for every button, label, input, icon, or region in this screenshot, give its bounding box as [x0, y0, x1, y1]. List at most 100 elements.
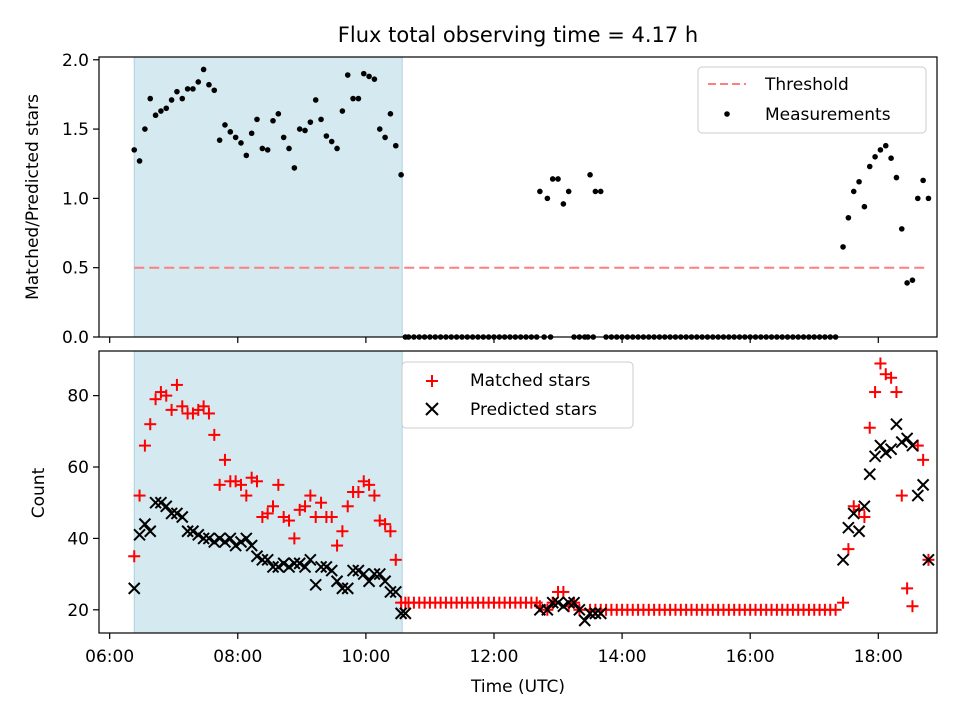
- x-tick-label: 16:00: [726, 647, 775, 667]
- x-tick-label: 18:00: [854, 647, 903, 667]
- predicted-point: [399, 607, 412, 620]
- measurement-point: [898, 226, 905, 232]
- measurement-point: [360, 70, 367, 77]
- measurement-point: [264, 147, 271, 153]
- matched-point: [352, 486, 365, 498]
- matched-point: [299, 500, 312, 513]
- matched-point: [325, 510, 338, 523]
- predicted-point: [541, 603, 554, 617]
- predicted-point: [868, 450, 882, 463]
- x-tick-label: 06:00: [85, 647, 134, 667]
- matched-point: [165, 403, 178, 416]
- predicted-point: [288, 557, 301, 570]
- predicted-point: [373, 567, 386, 581]
- matched-point: [901, 582, 914, 595]
- measurement-point: [597, 188, 604, 195]
- matched-point: [829, 603, 842, 616]
- measurements-points: [131, 66, 932, 340]
- count-points: [128, 357, 935, 627]
- measurement-point: [845, 214, 852, 221]
- matched-point: [906, 600, 919, 613]
- measurement-point: [142, 126, 148, 132]
- predicted-point: [863, 467, 876, 481]
- measurement-point: [232, 134, 239, 141]
- chart-title: Flux total observing time = 4.17 h: [338, 23, 698, 47]
- predicted-point: [906, 439, 919, 452]
- measurement-point: [179, 95, 186, 102]
- top-x-ticks: [109, 337, 879, 343]
- measurement-point: [882, 142, 889, 149]
- measurement-point: [163, 105, 170, 112]
- matched-point: [234, 478, 247, 491]
- matched-point: [170, 378, 183, 391]
- measurement-point: [222, 122, 228, 128]
- legend-predicted-swatch: [425, 402, 439, 416]
- matched-point: [138, 439, 151, 452]
- predicted-point: [922, 553, 935, 567]
- top-legend: Threshold Measurements: [697, 66, 927, 134]
- measurement-point: [888, 155, 894, 161]
- predicted-point: [389, 585, 402, 599]
- y-tick-label: 40: [67, 529, 89, 549]
- predicted-point: [256, 553, 269, 567]
- predicted-point: [911, 489, 924, 502]
- predicted-point: [128, 582, 141, 595]
- predicted-point: [234, 535, 248, 549]
- measurement-point: [904, 280, 910, 286]
- measurement-point: [270, 117, 276, 124]
- predicted-point: [229, 539, 242, 552]
- legend-matched-label: Matched stars: [470, 371, 590, 391]
- measurement-point: [592, 188, 599, 195]
- predicted-point: [277, 557, 290, 570]
- y-tick-label: 0.5: [62, 259, 89, 279]
- measurement-point: [227, 129, 234, 135]
- predicted-point: [245, 539, 258, 552]
- matched-point: [160, 389, 173, 402]
- legend-measurements-swatch: [724, 111, 730, 117]
- predicted-point: [224, 532, 237, 545]
- predicted-point: [266, 560, 280, 574]
- matched-point: [336, 525, 349, 538]
- measurement-point: [280, 134, 287, 141]
- matched-point: [288, 532, 301, 545]
- measurement-point: [920, 177, 926, 184]
- measurement-point: [877, 147, 884, 153]
- predicted-point: [320, 560, 333, 574]
- measurement-point: [131, 147, 138, 153]
- matched-point: [315, 496, 328, 509]
- predicted-point: [573, 603, 586, 617]
- bottom-legend: Matched stars Predicted stars: [401, 361, 634, 429]
- matched-point: [842, 543, 855, 556]
- measurement-point: [206, 81, 212, 88]
- predicted-point: [197, 532, 210, 545]
- predicted-point: [282, 560, 296, 574]
- y-tick-label: 20: [67, 601, 89, 621]
- matched-point: [128, 550, 141, 563]
- measurement-point: [216, 137, 223, 143]
- measurement-point: [275, 111, 282, 117]
- predicted-point: [186, 525, 200, 538]
- measurement-point: [872, 154, 878, 160]
- predicted-point: [341, 582, 354, 595]
- predicted-point: [852, 525, 866, 538]
- measurement-point: [195, 79, 202, 85]
- matched-point: [309, 510, 322, 523]
- predicted-point: [895, 435, 908, 449]
- predicted-point: [181, 525, 194, 538]
- matched-point: [213, 478, 226, 491]
- measurement-point: [560, 201, 567, 207]
- measurement-point: [291, 165, 298, 171]
- predicted-point: [562, 596, 575, 609]
- matched-point: [858, 510, 871, 523]
- measurement-point: [555, 176, 561, 182]
- predicted-point: [192, 528, 205, 542]
- matched-point: [267, 500, 280, 513]
- predicted-point: [138, 517, 152, 531]
- measurement-point: [243, 152, 250, 159]
- matched-point: [368, 489, 381, 502]
- measurement-point: [366, 73, 372, 80]
- predicted-point: [170, 507, 184, 520]
- predicted-point: [160, 500, 173, 513]
- predicted-point: [583, 607, 597, 620]
